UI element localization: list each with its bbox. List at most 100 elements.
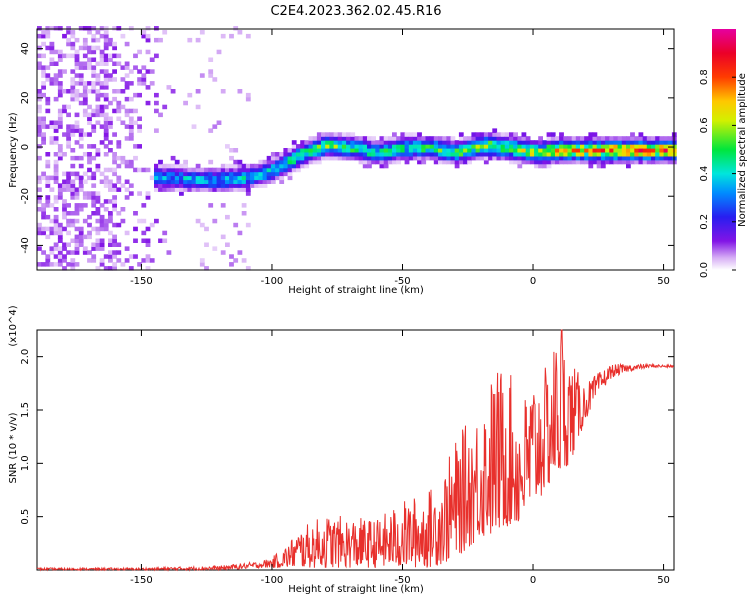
spectrogram-cell xyxy=(70,45,76,51)
spectrogram-cell xyxy=(95,73,101,78)
spectrogram-cell xyxy=(559,152,564,157)
spectrogram-cell xyxy=(383,152,389,157)
spectrogram-cell xyxy=(626,163,631,169)
spectrogram-cell xyxy=(408,155,414,161)
snr-x-axis-label: Height of straight line (km) xyxy=(288,584,424,595)
spectrogram-cell xyxy=(99,33,105,39)
spectrogram-cell xyxy=(659,148,665,153)
spectrogram-cell xyxy=(308,159,314,165)
y-tick-label: 40 xyxy=(20,42,31,55)
spectrogram-cell xyxy=(542,144,548,149)
spectrogram-cell xyxy=(74,218,80,224)
spectrogram-cell xyxy=(116,144,122,149)
spectrogram-cell xyxy=(575,136,581,141)
spectrogram-cell xyxy=(91,211,97,216)
spectrogram-cell xyxy=(66,128,71,133)
spectrogram-cell xyxy=(112,171,117,177)
spectrogram-cell xyxy=(133,167,138,173)
spectrogram-cell xyxy=(137,191,142,196)
spectrogram-cell xyxy=(550,136,556,141)
spectrogram-cell xyxy=(304,140,310,145)
spectrogram-cell xyxy=(91,128,97,133)
spectrogram-cell xyxy=(517,148,523,153)
spectrogram-cell xyxy=(225,179,230,184)
spectrogram-cell xyxy=(99,218,105,224)
spectrogram-cell xyxy=(588,155,594,161)
spectrogram-cell xyxy=(170,163,176,169)
spectrogram-cell xyxy=(229,148,234,153)
spectrogram-cell xyxy=(546,155,552,161)
spectrogram-cell xyxy=(609,159,615,165)
spectrogram-cell xyxy=(91,65,97,70)
spectrogram-cell xyxy=(546,136,552,141)
spectrogram-cell xyxy=(112,234,117,240)
spectrogram-cell xyxy=(312,148,318,153)
spectrogram-cell xyxy=(124,258,130,263)
spectrogram-cell xyxy=(555,140,560,145)
spectrogram-cell xyxy=(179,187,184,192)
spectrogram-cell xyxy=(91,85,97,90)
spectrogram-cell xyxy=(584,136,589,141)
spectrogram-cell xyxy=(663,136,669,141)
spectrogram-cell xyxy=(41,124,46,129)
spectrogram-cell xyxy=(57,26,63,31)
spectrogram-cell xyxy=(659,152,665,157)
spectrogram-cell xyxy=(329,155,335,161)
spectrogram-cell xyxy=(605,144,610,149)
spectrogram-cell xyxy=(57,152,63,157)
spectrogram-cell xyxy=(584,152,589,157)
spectrogram-cell xyxy=(308,144,314,149)
spectrogram-cell xyxy=(287,159,293,165)
spectrogram-cell xyxy=(116,258,122,263)
spectrogram-cell xyxy=(479,148,485,153)
spectrogram-cell xyxy=(659,140,665,145)
spectrogram-cell xyxy=(383,159,389,165)
spectrogram-cell xyxy=(617,159,623,165)
spectrogram-cell xyxy=(350,132,356,137)
spectrogram-cell xyxy=(337,148,343,153)
spectrogram-cell xyxy=(120,77,126,82)
spectrogram-cell xyxy=(108,53,113,59)
spectrogram-cell xyxy=(82,234,88,240)
spectrogram-cell xyxy=(454,140,460,145)
spectrogram-cell xyxy=(279,163,285,169)
spectrogram-cell xyxy=(417,140,422,145)
spectrogram-cell xyxy=(392,132,397,137)
spectrogram-cell xyxy=(70,155,76,161)
spectrogram-cell xyxy=(49,140,55,145)
spectrogram-cell xyxy=(49,187,55,192)
spectrogram-cell xyxy=(53,167,59,173)
spectrogram-cell xyxy=(45,163,51,169)
spectrogram-cell xyxy=(103,254,109,259)
snr-panel: -150 -100 -50 0 50 0.51.01.52.0 Height of st… xyxy=(8,305,675,595)
spectrogram-cell xyxy=(170,167,176,173)
snr-y-multiplier: (x10^4) xyxy=(8,305,19,346)
spectrogram-cell xyxy=(45,152,51,157)
spectrogram-cell xyxy=(103,30,109,35)
spectrogram-cell xyxy=(187,187,193,192)
spectrogram-cell xyxy=(483,144,489,149)
spectrogram-cell xyxy=(66,211,71,216)
colorbar-tick-label: 0.6 xyxy=(699,117,710,133)
spectrogram-cell xyxy=(95,37,101,43)
spectrogram-cell xyxy=(250,183,255,188)
spectrogram-cell xyxy=(133,53,138,59)
spectrogram-cell xyxy=(62,207,67,212)
spectrogram-cell xyxy=(626,159,631,165)
spectrogram-cell xyxy=(254,175,259,181)
spectrogram-cell xyxy=(488,155,493,161)
spectrogram-cell xyxy=(245,33,251,39)
spectrogram-cell xyxy=(316,152,322,157)
spectrogram-cell xyxy=(53,73,59,78)
spectrogram-cell xyxy=(108,116,113,121)
spectrogram-cell xyxy=(103,132,109,137)
spectrogram-cell xyxy=(421,148,427,153)
spectrogram-cell xyxy=(154,108,159,114)
spectrogram-cell xyxy=(596,155,602,161)
spectrogram-cell xyxy=(103,222,109,228)
spectrogram-cell xyxy=(371,155,376,161)
spectrogram-cell xyxy=(158,183,163,188)
spectrogram-cell xyxy=(667,152,673,157)
spectrogram-cell xyxy=(220,167,226,173)
spectrogram-cell xyxy=(321,144,326,149)
